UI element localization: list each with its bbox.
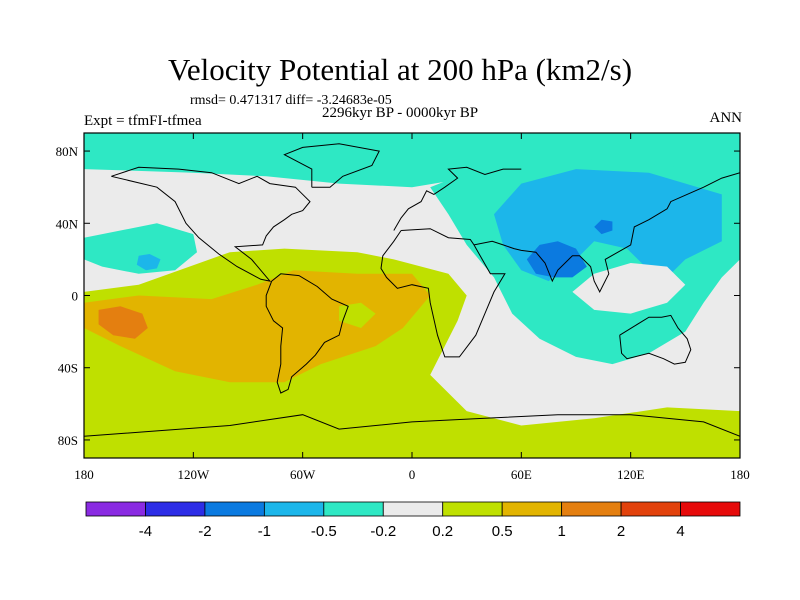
coastline-greenland: [283, 143, 380, 188]
region-north-pacific-belt: [84, 223, 197, 274]
colorbar-box: [323, 501, 384, 517]
colorbar-label: -1: [258, 523, 271, 540]
region-pacific-core: [98, 306, 148, 339]
x-tick-label: 60E: [511, 467, 532, 482]
colorbar-label: 0.2: [432, 523, 453, 540]
y-tick-label: 80S: [58, 433, 78, 448]
colorbar-box: [145, 501, 206, 517]
x-tick-label: 120E: [617, 467, 645, 482]
x-tick-label: 180: [74, 467, 94, 482]
colorbar-label: 1: [557, 523, 565, 540]
colorbar-label: -2: [198, 523, 211, 540]
coastline-south-america: [265, 273, 349, 394]
colorbar-box: [561, 501, 622, 517]
time-period-label: 2296kyr BP - 0000kyr BP: [321, 105, 479, 121]
colorbar-box: [680, 501, 741, 517]
colorbar-label: -0.5: [311, 523, 337, 540]
x-tick-label: 120W: [177, 467, 210, 482]
region-tropical-mid: [84, 270, 431, 383]
coastline-antarctica: [84, 414, 740, 437]
y-tick-label: 40N: [56, 216, 79, 231]
colorbar-label: 4: [676, 523, 684, 540]
x-tick-label: 0: [409, 467, 416, 482]
region-atlantic-hole: [339, 302, 376, 328]
region-asia-core-2: [594, 219, 613, 235]
colorbar-box: [501, 501, 563, 517]
coastline-australia: [619, 314, 692, 365]
season-label: ANN: [709, 110, 743, 126]
y-tick-label: 80N: [56, 144, 79, 159]
coastline-north-america: [111, 166, 311, 282]
coastline-asia-south: [473, 172, 740, 294]
x-tick-label: 180: [730, 467, 750, 482]
colorbar-label: -0.2: [370, 523, 396, 540]
chart-title: Velocity Potential at 200 hPa (km2/s): [167, 52, 633, 87]
colorbar-label: 0.5: [492, 523, 513, 540]
y-tick-label: 40S: [58, 361, 78, 376]
region-arctic-band: [84, 133, 740, 188]
colorbar-label: 2: [617, 523, 625, 540]
region-indonesia-gap: [572, 263, 686, 314]
colorbar-box: [382, 501, 444, 517]
colorbar-box: [442, 501, 503, 517]
colorbar-box: [263, 501, 325, 517]
colorbar-box: [85, 501, 146, 517]
x-tick-label: 60W: [290, 467, 316, 482]
region-asia-core-1: [526, 241, 587, 278]
coastline-africa: [380, 228, 506, 358]
colorbar-box: [620, 501, 681, 517]
region-north-pacific-core: [136, 254, 161, 271]
stats-line: rmsd= 0.471317 diff= -3.24683e-05: [190, 93, 392, 108]
colorbar-box: [204, 501, 265, 517]
coastline-europe-africa: [393, 166, 522, 231]
experiment-label: Expt = tfmFI-tfmea: [84, 113, 202, 129]
map-field: [84, 133, 740, 458]
y-tick-label: 0: [72, 289, 79, 304]
colorbar-label: -4: [139, 523, 152, 540]
